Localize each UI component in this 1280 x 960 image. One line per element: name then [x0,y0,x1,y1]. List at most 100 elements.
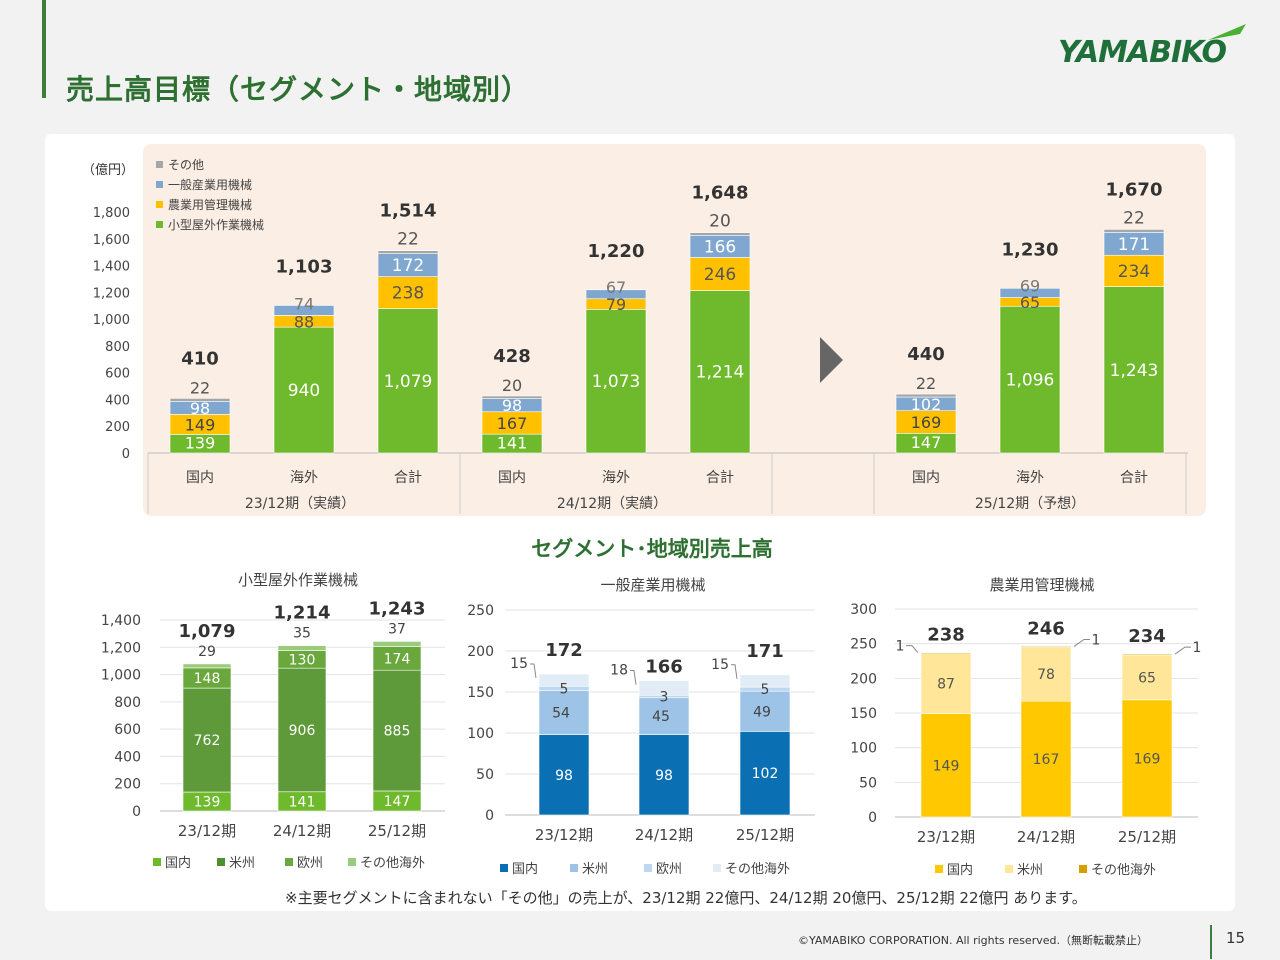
main-bar-segment [999,288,1061,298]
subchart-value-label: 885 [384,724,411,740]
subchart-bar-segment [739,674,791,688]
subchart-value-label: 37 [388,621,406,637]
subchart-value-label: 15 [711,657,729,673]
subchart-ytick-label: 150 [467,685,494,701]
page-number: 15 [1226,929,1246,947]
main-legend-swatch [156,161,163,168]
main-ytick-label: 1,800 [93,206,130,221]
subchart-bar-segment [920,653,972,714]
subchart-bar-segment [372,669,422,792]
subchart-legend-label: その他海外 [360,856,425,871]
subchart-bar-segment [1121,699,1173,818]
subchart-category-label: 24/12期 [635,826,693,844]
main-legend-label: 小型屋外作業機械 [168,217,264,232]
subchart-bar-segment [277,667,327,793]
subchart-ytick-label: 800 [114,695,141,711]
subchart-legend-swatch [713,864,721,872]
subchart-ytick-label: 1,400 [101,613,141,629]
subchart-title: 小型屋外作業機械 [238,571,358,589]
subchart-total-label: 246 [1027,618,1065,639]
main-value-label: 246 [704,265,736,285]
subchart-value-label: 169 [1134,751,1161,767]
main-total-label: 440 [907,344,945,365]
subchart-legend-label: 欧州 [297,856,323,871]
subchart-bar-segment [538,690,590,735]
main-ytick-label: 200 [105,420,130,435]
subchart-ytick-label: 200 [467,644,494,660]
main-value-label: 1,096 [1006,371,1055,391]
main-total-label: 1,648 [692,183,749,204]
main-bar-segment [377,250,439,254]
subchart-ytick-label: 200 [114,777,141,793]
main-value-label: 88 [294,312,314,331]
subchart-bar-segment [920,652,972,654]
main-category-label: 合計 [706,470,734,486]
subchart-title: 農業用管理機械 [989,576,1094,594]
main-value-label: 20 [709,212,731,232]
next-period-arrow-icon [820,337,843,383]
subchart-bar-segment [1121,653,1173,656]
subchart-bar-segment [182,687,232,793]
main-ytick-label: 1,000 [93,313,130,328]
main-total-label: 1,670 [1106,179,1163,200]
subchart-legend-swatch [1079,865,1087,873]
main-value-label: 172 [392,256,424,276]
main-bar-segment [1103,254,1165,287]
main-value-label: 22 [397,230,419,250]
subchart-value-label: 18 [610,663,628,679]
subchart-total-label: 172 [545,640,583,661]
subchart-category-label: 23/12期 [535,826,593,844]
main-bar-segment [1103,229,1165,233]
main-category-label: 国内 [498,470,526,486]
copyright: ©YAMABIKO CORPORATION. All rights reserv… [798,934,1148,947]
main-legend-label: 農業用管理機械 [168,197,252,212]
subchart-value-label: 65 [1138,670,1156,686]
main-value-label: 234 [1118,262,1150,282]
main-bar-segment [169,398,231,402]
main-total-label: 1,220 [588,241,645,262]
main-value-label: 1,073 [592,372,641,392]
subchart-leader-line [630,670,637,685]
subchart-legend-swatch [153,858,161,866]
subchart-total-label: 166 [645,657,683,678]
subchart-legend-swatch [217,858,225,866]
subchart-value-label: 174 [384,651,411,667]
main-legend-label: 一般産業用機械 [168,177,252,192]
subchart-value-label: 1 [896,639,905,655]
main-bar-segment [481,395,543,399]
main-value-label: 169 [911,413,942,432]
subchart-bar-segment [1020,646,1072,702]
subchart-legend-label: 国内 [165,855,191,871]
subchart-total-label: 1,079 [179,621,236,642]
main-bar-segment [689,290,751,454]
main-legend-swatch [156,221,163,228]
subchart-legend-label: 米州 [582,862,608,877]
subchart-legend-swatch [570,864,578,872]
subchart-ytick-label: 150 [850,706,877,722]
subchart-value-label: 130 [289,652,316,668]
main-ytick-label: 1,200 [93,286,130,301]
subchart-ytick-label: 1,000 [101,668,141,684]
main-value-label: 166 [704,237,736,257]
main-ytick-label: 1,600 [93,233,130,248]
main-value-label: 141 [497,434,528,453]
main-group-label: 25/12期（予想） [975,496,1085,512]
subchart-bar-segment [739,731,791,816]
main-total-label: 1,230 [1002,239,1059,260]
main-ytick-label: 400 [105,393,130,408]
main-ytick-label: 1,400 [93,260,130,275]
subchart-bar-segment [638,680,690,696]
subchart-ytick-label: 50 [859,775,877,791]
subchart-legend-swatch [1005,865,1013,873]
main-category-label: 国内 [912,470,940,486]
subchart-value-label: 762 [194,733,221,749]
main-bar-segment [1103,286,1165,454]
subchart-category-label: 23/12期 [178,822,236,840]
subchart-legend-label: その他海外 [725,862,790,877]
subchart-legend-label: その他海外 [1091,863,1156,878]
subchart-value-label: 148 [194,671,221,687]
subchart-legend-swatch [285,858,293,866]
subchart-category-label: 25/12期 [368,822,426,840]
subchart-value-label: 1 [1092,632,1101,648]
main-legend-label: その他 [168,158,204,172]
